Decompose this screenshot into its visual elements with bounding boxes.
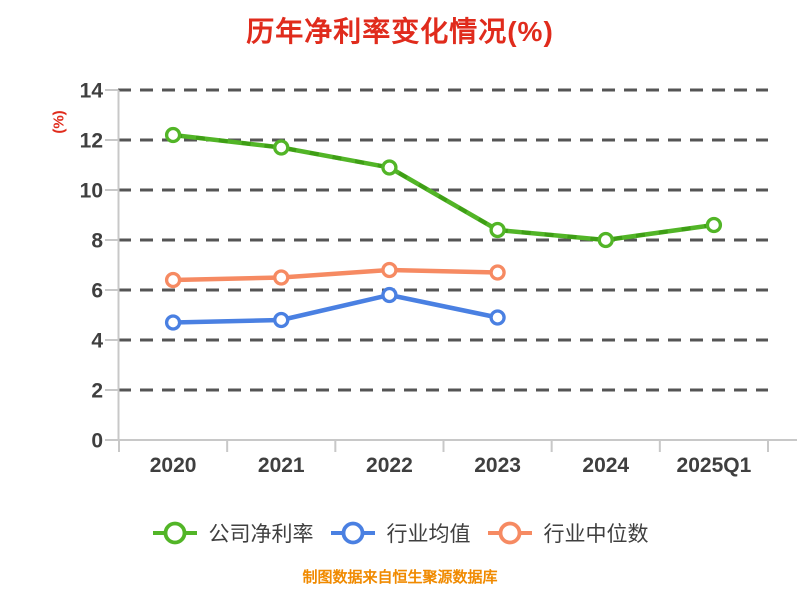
legend-label-industry-median: 行业中位数 — [543, 523, 649, 546]
data-point-series-2 — [273, 269, 290, 286]
legend-item-industry-median: 行业中位数 — [487, 518, 649, 548]
series-line-0 — [170, 132, 717, 243]
data-point-series-0 — [705, 216, 723, 234]
data-point-series-1 — [381, 286, 398, 304]
data-point-series-2 — [381, 261, 398, 279]
legend-item-industry-avg: 行业均值 — [330, 518, 471, 548]
x-tick-label: 2024 — [582, 454, 629, 477]
legend: 公司净利率 行业均值 行业中位数 — [0, 518, 800, 548]
data-point-series-0 — [489, 221, 506, 239]
y-tick-label: 8 — [91, 230, 103, 253]
series-line-overlay-0 — [172, 133, 715, 243]
data-point-series-2 — [489, 264, 506, 281]
x-tick-label: 2020 — [150, 454, 197, 477]
x-tick-label: 2021 — [258, 454, 305, 477]
data-point-series-1 — [273, 311, 290, 329]
data-point-series-0 — [597, 231, 614, 249]
company-series-legend-marker-icon — [152, 521, 197, 545]
y-tick-label: 14 — [80, 80, 104, 103]
series-line-1 — [170, 292, 500, 325]
x-tick-label: 2023 — [474, 454, 521, 477]
chart-title: 历年净利率变化情况(%) — [246, 16, 554, 47]
y-tick-label: 12 — [80, 130, 103, 153]
y-tick-label: 6 — [91, 280, 103, 303]
data-point-series-2 — [164, 271, 182, 289]
industry-median-series-legend-marker-icon — [487, 521, 532, 545]
data-source-note: 制图数据来自恒生聚源数据库 — [302, 569, 498, 586]
legend-item-company: 公司净利率 — [152, 518, 314, 548]
data-point-series-0 — [273, 139, 290, 156]
data-point-series-0 — [164, 126, 182, 144]
data-point-series-0 — [381, 159, 398, 176]
x-tick-label: 2022 — [366, 454, 413, 477]
y-tick-label: 10 — [80, 180, 103, 203]
y-tick-label: 2 — [91, 380, 103, 403]
data-point-series-1 — [489, 309, 506, 326]
legend-label-industry-avg: 行业均值 — [386, 523, 471, 546]
data-point-series-1 — [164, 314, 182, 331]
y-tick-label: 0 — [91, 430, 103, 453]
industry-avg-series-legend-marker-icon — [330, 521, 375, 545]
series-line-2 — [170, 267, 500, 283]
x-tick-label: 2025Q1 — [677, 454, 752, 477]
legend-label-company: 公司净利率 — [208, 523, 314, 546]
y-tick-label: 4 — [91, 330, 103, 353]
